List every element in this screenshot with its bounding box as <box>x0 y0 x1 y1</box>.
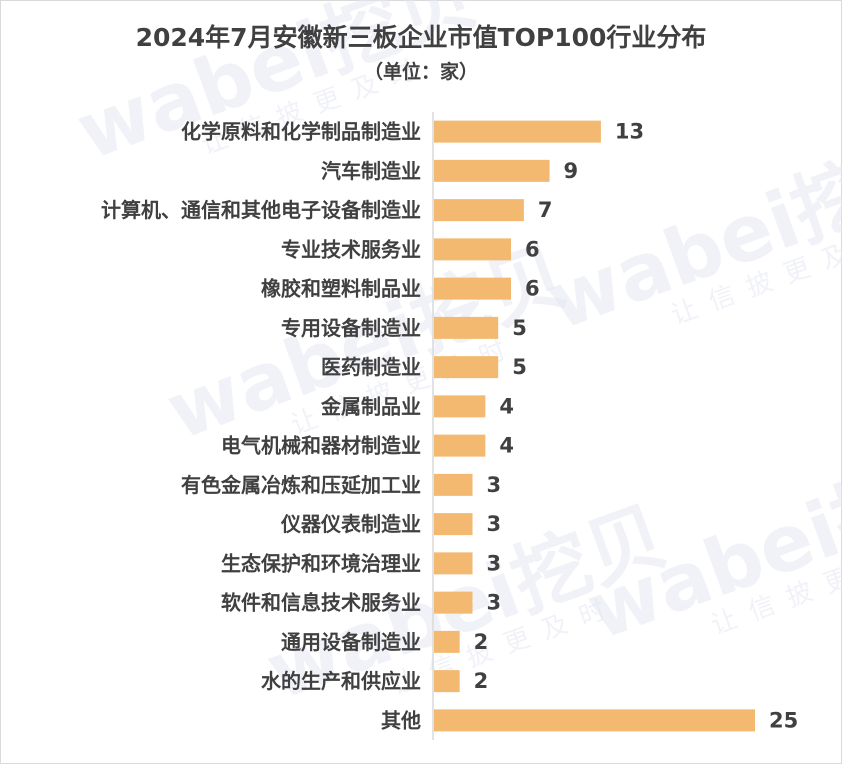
category-label: 金属制品业 <box>320 394 421 418</box>
data-label: 3 <box>487 473 502 497</box>
bar <box>434 159 550 182</box>
bar <box>434 395 486 418</box>
data-label: 4 <box>499 434 514 458</box>
data-label: 6 <box>525 277 540 301</box>
category-label: 医药制造业 <box>321 355 421 379</box>
category-label: 水的生产和供应业 <box>261 669 421 693</box>
data-label: 9 <box>564 159 579 183</box>
bar <box>434 709 755 732</box>
bar <box>434 552 473 575</box>
category-label: 专用设备制造业 <box>281 316 421 340</box>
bar <box>434 591 473 614</box>
category-label: 生态保护和环境治理业 <box>221 551 421 575</box>
chart-subtitle: （单位：家） <box>363 61 478 83</box>
data-label: 3 <box>487 512 502 536</box>
category-label: 通用设备制造业 <box>281 630 421 654</box>
category-label: 其他 <box>381 708 421 732</box>
bar <box>434 473 473 496</box>
bar <box>434 199 524 222</box>
data-label: 3 <box>487 591 502 615</box>
data-label: 5 <box>512 355 527 379</box>
bar <box>434 356 499 379</box>
category-label: 橡胶和塑料制品业 <box>261 277 421 301</box>
category-label: 有色金属冶炼和压延加工业 <box>181 473 421 497</box>
category-label: 汽车制造业 <box>321 159 421 183</box>
data-label: 6 <box>525 237 540 261</box>
category-label: 计算机、通信和其他电子设备制造业 <box>101 198 421 222</box>
data-label: 2 <box>474 669 489 693</box>
bar <box>434 120 601 143</box>
data-label: 13 <box>615 120 644 144</box>
category-label: 专业技术服务业 <box>281 237 421 261</box>
bar <box>434 670 460 693</box>
data-label: 7 <box>538 198 553 222</box>
bar <box>434 434 486 457</box>
data-label: 4 <box>499 394 514 418</box>
bar <box>434 630 460 653</box>
bar <box>434 238 512 261</box>
data-label: 25 <box>769 708 798 732</box>
data-label: 2 <box>474 630 489 654</box>
data-label: 3 <box>487 551 502 575</box>
chart-title: 2024年7月安徽新三板企业市值TOP100行业分布 <box>135 23 707 52</box>
data-label: 5 <box>512 316 527 340</box>
bar <box>434 316 499 339</box>
bar <box>434 277 512 300</box>
category-label: 电气机械和器材制造业 <box>221 434 421 458</box>
category-label: 化学原料和化学制品制造业 <box>181 120 421 144</box>
bar <box>434 513 473 536</box>
category-label: 仪器仪表制造业 <box>280 512 421 536</box>
category-label: 软件和信息技术服务业 <box>221 591 421 615</box>
